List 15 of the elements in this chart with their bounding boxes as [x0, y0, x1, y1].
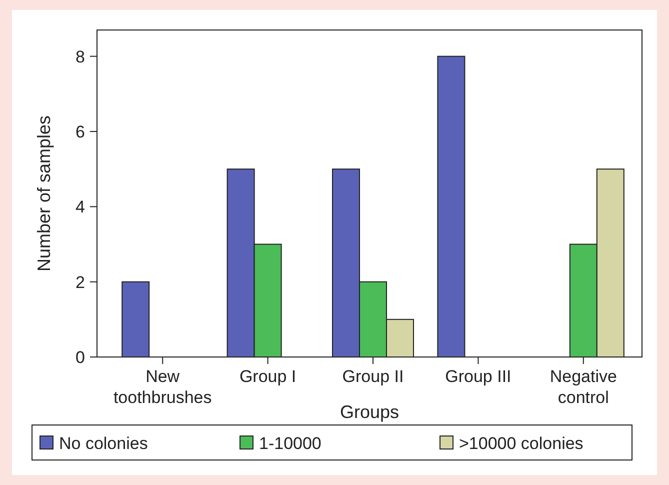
y-tick-label: 0: [76, 348, 85, 367]
legend-label: 1-10000: [259, 434, 322, 453]
x-tick-label: Group III: [445, 367, 512, 386]
y-tick-label: 4: [76, 198, 85, 217]
y-tick-label: 6: [76, 122, 85, 142]
x-tick-label: Group I: [239, 367, 296, 386]
x-axis-title: Groups: [340, 402, 400, 422]
x-tick-label: Negative control: [550, 367, 617, 407]
legend-label: >10000 colonies: [459, 434, 584, 453]
y-tick-label: 2: [76, 272, 85, 292]
y-axis-title: Number of samples: [34, 115, 54, 272]
y-tick-label: 8: [76, 47, 85, 66]
x-tick-label: New toothbrushes: [113, 367, 212, 407]
x-tick-label: Group II: [342, 367, 404, 386]
legend-label: No colonies: [59, 434, 148, 453]
